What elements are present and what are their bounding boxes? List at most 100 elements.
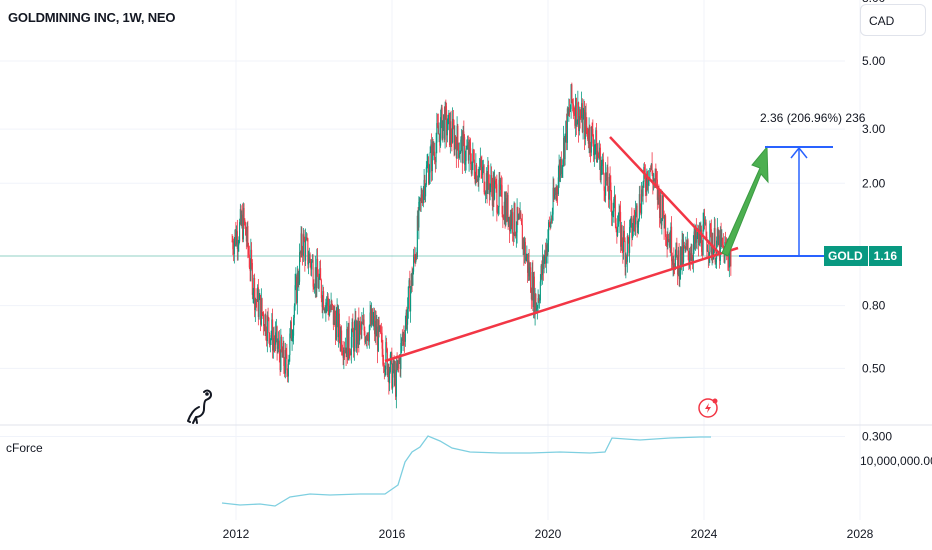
candle-body xyxy=(388,366,390,384)
candle-body xyxy=(507,194,509,225)
candle-body xyxy=(369,312,371,326)
candle-body xyxy=(276,326,278,349)
candle-body xyxy=(487,165,489,194)
candle-body xyxy=(275,326,277,333)
price-axis-tick: 8.00 xyxy=(862,0,886,5)
candle-body xyxy=(410,289,412,312)
currency-button[interactable]: CAD xyxy=(860,4,926,36)
candle-body xyxy=(587,127,589,139)
candle-body xyxy=(478,169,480,181)
candle-body xyxy=(353,327,355,352)
candle-body xyxy=(386,349,388,375)
candle-body xyxy=(245,235,247,242)
price-axis-tick: 3.00 xyxy=(862,122,886,136)
candle-body xyxy=(716,228,718,241)
candle-body xyxy=(501,185,503,215)
candle-body xyxy=(600,165,602,181)
candle-body xyxy=(416,254,418,258)
candle-body xyxy=(393,360,395,378)
candle-body xyxy=(593,148,595,156)
candle-body xyxy=(389,371,391,384)
candle-body xyxy=(327,296,329,306)
candle-body xyxy=(280,336,282,371)
candle-body xyxy=(577,102,579,121)
candle-body xyxy=(518,215,520,219)
candle-body xyxy=(288,355,290,365)
time-axis: 20122016202020242028202 xyxy=(223,527,874,541)
candle-body xyxy=(538,298,540,301)
candle-body xyxy=(537,298,539,308)
candle-body xyxy=(698,229,700,246)
candle-body xyxy=(722,238,724,246)
candle-body xyxy=(354,319,356,328)
candle-body xyxy=(695,227,697,243)
candle-body xyxy=(704,222,706,224)
candle-body xyxy=(269,333,271,346)
candle-body xyxy=(715,259,717,263)
candle-body xyxy=(446,109,448,136)
candle-body xyxy=(527,254,529,273)
candle-body xyxy=(650,163,652,169)
candle-body xyxy=(521,224,523,250)
candle-body xyxy=(309,254,311,262)
candle-body xyxy=(696,236,698,243)
candle-body xyxy=(633,218,635,222)
candle-body xyxy=(688,251,690,263)
candle-body xyxy=(296,276,298,303)
candle-body xyxy=(272,338,274,351)
candle-body xyxy=(341,330,343,351)
candle-body xyxy=(560,159,562,176)
candle-body xyxy=(708,252,710,257)
candle-body xyxy=(611,200,613,216)
candle-body xyxy=(616,229,618,236)
candle-body xyxy=(474,175,476,183)
candle-body xyxy=(371,308,373,325)
candle-body xyxy=(281,350,283,358)
candle-body xyxy=(485,173,487,193)
candle-body xyxy=(324,309,326,312)
candle-body xyxy=(467,144,469,161)
candle-body xyxy=(394,369,396,378)
candle-body xyxy=(602,159,604,174)
candle-body xyxy=(635,205,637,212)
candle-body xyxy=(317,258,319,277)
candle-body xyxy=(290,321,292,341)
candle-body xyxy=(711,244,713,254)
candle-body xyxy=(433,151,435,153)
candle-body xyxy=(289,333,291,356)
candle-body xyxy=(428,163,430,184)
candle-body xyxy=(697,229,699,237)
candle-body xyxy=(439,133,441,146)
candle-body xyxy=(256,300,258,302)
flash-event-icon[interactable] xyxy=(698,398,718,418)
candle-body xyxy=(471,161,473,174)
candle-body xyxy=(599,147,601,181)
candle-body xyxy=(456,125,458,159)
candle-body xyxy=(299,252,301,282)
price-axis-tick: 0.300 xyxy=(862,430,892,444)
candle-body xyxy=(718,235,720,245)
candle-body xyxy=(663,216,665,229)
candle-body xyxy=(360,324,362,330)
candle-body xyxy=(353,332,355,352)
candle-body xyxy=(343,350,345,358)
candle-body xyxy=(579,116,581,117)
candle-body xyxy=(545,250,547,264)
candle-body xyxy=(457,125,459,144)
candle-body xyxy=(690,253,692,261)
candle-body xyxy=(434,151,436,161)
candle-body xyxy=(638,194,640,219)
candle-body xyxy=(668,238,670,243)
candle-body xyxy=(362,322,364,324)
indicator-label: cForce xyxy=(6,441,43,455)
candle-body xyxy=(532,272,534,307)
candle-body xyxy=(285,350,287,355)
candle-body xyxy=(704,218,706,224)
candle-body xyxy=(363,319,365,331)
candle-body xyxy=(384,369,386,372)
candle-body xyxy=(366,333,368,341)
candle-body xyxy=(620,212,622,247)
candle-body xyxy=(325,302,327,312)
candle-body xyxy=(314,267,316,288)
